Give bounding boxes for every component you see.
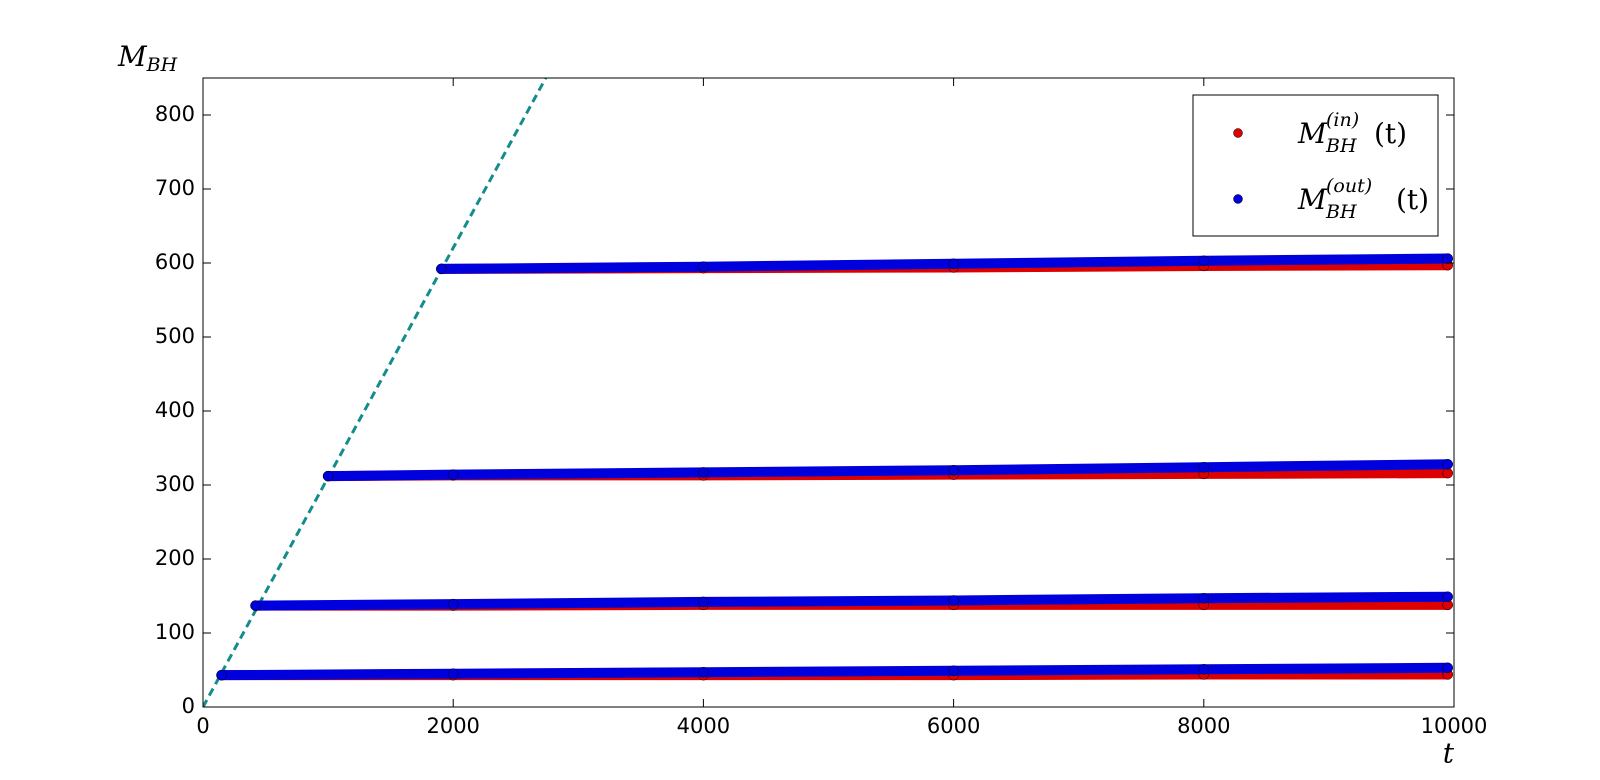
data-point: [436, 263, 447, 275]
data-point: [1442, 467, 1453, 479]
x-tick-label: 10000: [1421, 714, 1488, 738]
x-tick-label: 8000: [1177, 714, 1230, 738]
x-tick-label: 0: [196, 714, 209, 738]
legend-sub: BH: [1325, 135, 1357, 157]
data-point: [948, 464, 959, 476]
data-point: [1198, 664, 1210, 675]
x-tick-label: 4000: [677, 714, 730, 738]
data-point: [698, 666, 709, 678]
y-label-main: M: [117, 40, 148, 73]
legend-suffix: (t): [1374, 117, 1407, 150]
plot-frame: [202, 77, 1455, 708]
y-axis-label: MBH: [117, 40, 178, 77]
data-point: [948, 665, 959, 676]
y-tick-label: 500: [155, 324, 195, 348]
data-point: [948, 595, 959, 606]
point-band: [216, 253, 1453, 681]
data-point: [1442, 253, 1453, 264]
data-point: [322, 470, 334, 482]
x-tick-label: 6000: [927, 714, 980, 738]
y-tick-label: 200: [155, 546, 195, 570]
legend-marker: [1233, 128, 1243, 138]
legend-sup: (out): [1326, 175, 1372, 197]
legend-box: [1192, 94, 1439, 237]
legend-sup: (in): [1326, 109, 1359, 131]
reference-line: [203, 78, 548, 707]
y-tick-label: 400: [155, 398, 195, 422]
data-point: [1442, 591, 1453, 602]
y-tick-label: 800: [155, 102, 195, 126]
data-point: [1442, 459, 1453, 470]
y-tick-label: 100: [155, 620, 195, 644]
x-axis-label: t: [1443, 737, 1455, 770]
data-point: [1442, 662, 1453, 674]
legend-suffix: (t): [1396, 183, 1429, 216]
y-tick-label: 0: [182, 694, 195, 718]
data-point: [447, 469, 459, 480]
legend-main: M: [1297, 117, 1328, 150]
data-point: [447, 598, 459, 610]
legend-marker: [1233, 194, 1243, 204]
y-tick-label: 600: [155, 250, 195, 274]
legend-main: M: [1297, 183, 1328, 216]
data-point: [250, 600, 261, 611]
legend-label: M(out) BH (t): [1297, 175, 1429, 223]
data-point: [1198, 461, 1210, 473]
y-tick-label: 700: [155, 176, 195, 200]
legend-label: M(in) BH (t): [1297, 109, 1407, 157]
data-point: [948, 258, 959, 269]
x-tick-label: 2000: [426, 714, 479, 738]
y-tick-label: 300: [155, 472, 195, 496]
data-point: [698, 467, 709, 478]
legend-sub: BH: [1325, 201, 1357, 223]
data-point: [447, 668, 459, 679]
y-label-sub: BH: [146, 54, 178, 76]
data-point: [698, 596, 709, 608]
data-point: [1198, 592, 1210, 604]
data-point: [216, 669, 227, 681]
data-point: [698, 261, 709, 272]
data-point: [1198, 255, 1210, 267]
